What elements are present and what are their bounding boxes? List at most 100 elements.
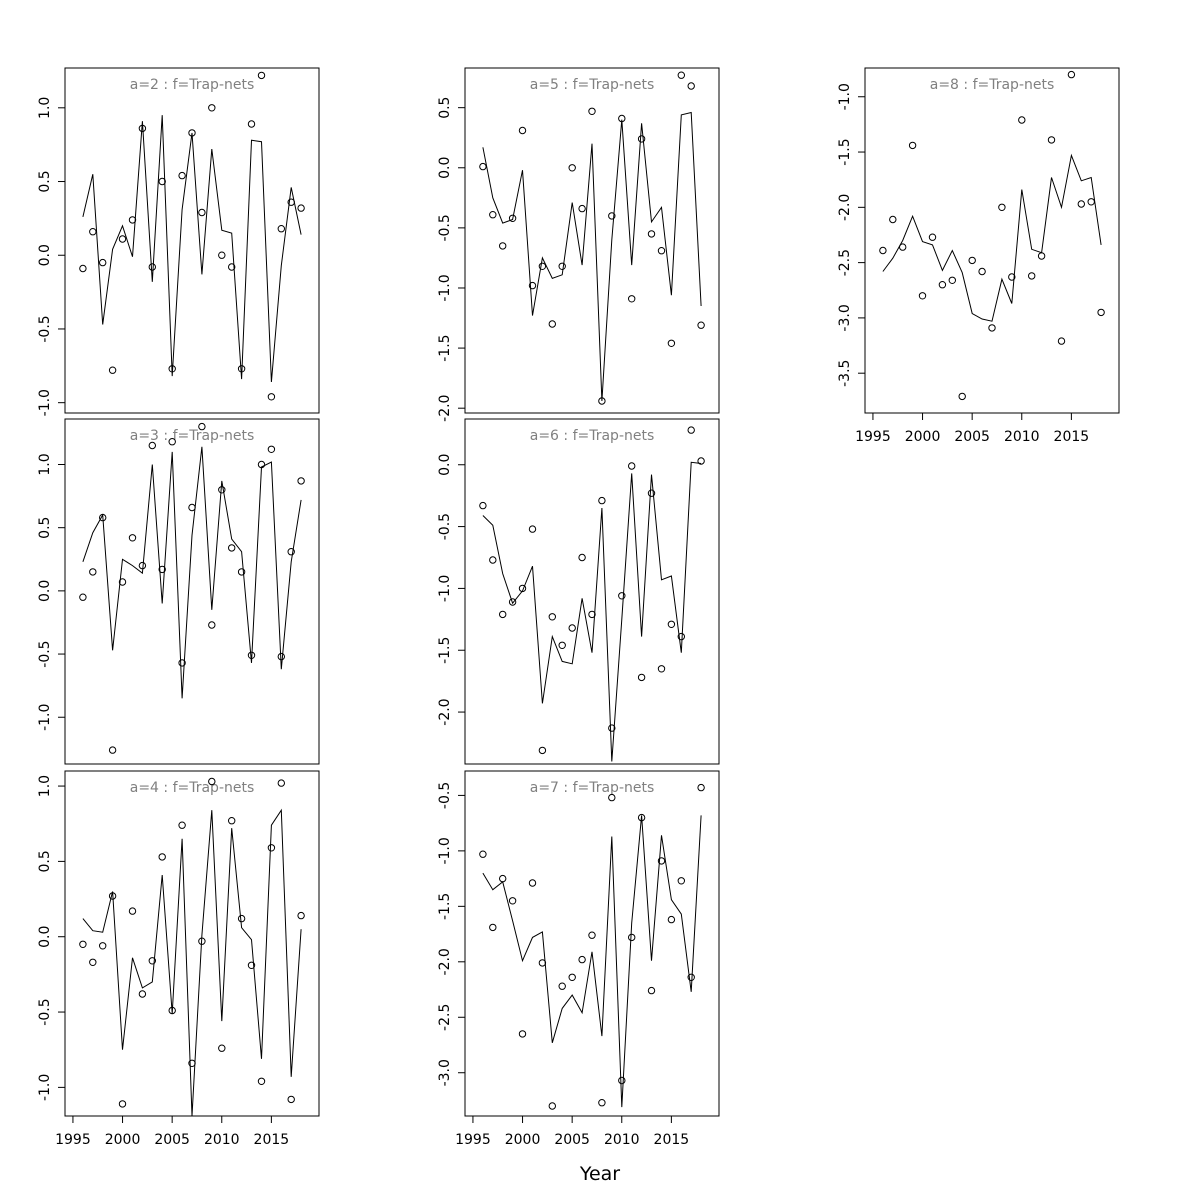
y-tick-label: -1.0 bbox=[437, 575, 453, 602]
observed-point bbox=[928, 233, 937, 241]
series-group bbox=[479, 71, 705, 405]
y-tick-label: -3.0 bbox=[437, 1059, 453, 1086]
observed-point bbox=[148, 441, 157, 450]
series-group bbox=[479, 783, 705, 1110]
observed-point bbox=[99, 942, 107, 950]
observed-point bbox=[158, 853, 166, 861]
observed-point bbox=[667, 620, 676, 628]
fitted-series-line bbox=[82, 808, 302, 1116]
fitted-series-line bbox=[482, 815, 702, 1108]
observed-point bbox=[628, 462, 636, 470]
observed-point bbox=[168, 438, 176, 446]
observed-point bbox=[108, 366, 117, 374]
observed-point bbox=[978, 267, 986, 276]
observed-point bbox=[657, 665, 666, 673]
observed-point bbox=[988, 324, 996, 332]
y-tick-label: -3.5 bbox=[837, 360, 853, 387]
x-tick-label: 2000 bbox=[105, 1132, 141, 1148]
observed-point bbox=[247, 961, 256, 969]
observed-point bbox=[188, 129, 196, 137]
panel-3: a=4 : f=Trap-nets -1.0 -0.5 0.0 0.5 1.0 1995 20… bbox=[37, 770, 320, 1148]
observed-point bbox=[99, 258, 107, 267]
observed-point bbox=[558, 982, 566, 990]
y-tick-label: -1.5 bbox=[437, 637, 453, 664]
observed-point bbox=[247, 651, 256, 659]
observed-point bbox=[1028, 272, 1036, 280]
y-tick-label: -2.0 bbox=[437, 698, 453, 725]
x-tick-label: 2015 bbox=[1054, 429, 1090, 445]
fitted-series-line bbox=[882, 153, 1102, 322]
observed-point bbox=[618, 1076, 626, 1085]
observed-point bbox=[158, 177, 166, 186]
observed-point bbox=[198, 422, 206, 431]
y-tick-label: -1.0 bbox=[37, 389, 53, 416]
observed-point bbox=[578, 955, 586, 964]
x-tick-label: 2000 bbox=[905, 429, 941, 445]
observed-point bbox=[499, 610, 507, 619]
observed-point bbox=[489, 211, 497, 219]
panel-title: a=4 : f=Trap-nets bbox=[130, 780, 255, 796]
series-group bbox=[79, 71, 305, 401]
observed-point bbox=[637, 673, 646, 682]
observed-point bbox=[608, 793, 616, 802]
panel-title: a=5 : f=Trap-nets bbox=[530, 77, 655, 93]
observed-point bbox=[588, 931, 596, 939]
observed-point bbox=[208, 104, 216, 112]
x-tick-label: 1995 bbox=[455, 1132, 491, 1148]
observed-point bbox=[697, 321, 705, 329]
panel-5: a=6 : f=Trap-nets -2.0 -1.5 -1.0 -0.5 0.0 bbox=[437, 418, 720, 765]
observed-point bbox=[79, 940, 87, 948]
y-tick-label: -2.0 bbox=[837, 194, 853, 221]
y-tick-label: -0.5 bbox=[37, 315, 53, 342]
observed-point bbox=[677, 632, 685, 641]
observed-point bbox=[687, 82, 695, 90]
observed-point bbox=[138, 124, 147, 133]
observed-point bbox=[89, 228, 97, 236]
observed-point bbox=[237, 365, 246, 373]
y-tick-label: -2.0 bbox=[437, 948, 453, 975]
observed-point bbox=[228, 817, 236, 825]
observed-point bbox=[198, 937, 206, 945]
observed-point bbox=[188, 1059, 196, 1068]
observed-point bbox=[257, 71, 266, 80]
y-tick-label: -1.5 bbox=[437, 893, 453, 920]
observed-point bbox=[628, 933, 636, 942]
observed-point bbox=[608, 212, 616, 220]
y-tick-label: -3.0 bbox=[837, 304, 853, 331]
observed-point bbox=[489, 923, 497, 932]
plot-frame bbox=[64, 770, 320, 1117]
observed-point bbox=[938, 281, 947, 289]
observed-point bbox=[568, 164, 576, 172]
y-tick-label: 0.0 bbox=[37, 580, 53, 602]
observed-point bbox=[518, 584, 527, 593]
observed-point bbox=[118, 1100, 127, 1108]
observed-point bbox=[499, 242, 507, 250]
x-tick-label: 1995 bbox=[855, 429, 891, 445]
observed-point bbox=[1057, 337, 1066, 345]
plot-frame bbox=[64, 418, 320, 765]
plot-frame bbox=[64, 67, 320, 414]
observed-point bbox=[178, 171, 186, 180]
x-tick-label: 2010 bbox=[204, 1132, 240, 1148]
observed-point bbox=[528, 525, 537, 533]
observed-point bbox=[489, 556, 497, 564]
observed-point bbox=[237, 914, 246, 923]
observed-point bbox=[538, 746, 547, 755]
observed-point bbox=[218, 251, 226, 259]
observed-point bbox=[1087, 198, 1095, 206]
observed-point bbox=[228, 544, 236, 552]
plot-frame bbox=[464, 770, 720, 1117]
observed-point bbox=[277, 652, 285, 661]
x-tick-label: 2005 bbox=[154, 1132, 190, 1148]
observed-point bbox=[1097, 308, 1105, 317]
observed-point bbox=[558, 262, 566, 270]
observed-point bbox=[277, 779, 285, 787]
y-tick-label: -1.0 bbox=[37, 704, 53, 731]
observed-point bbox=[218, 486, 226, 494]
observed-point bbox=[1018, 116, 1026, 124]
observed-point bbox=[267, 844, 276, 852]
panel-2: a=3 : f=Trap-nets -1.0 -0.5 0.0 0.5 1.0 bbox=[37, 418, 320, 765]
fitted-series-line bbox=[82, 115, 302, 383]
x-tick-label: 1995 bbox=[55, 1132, 91, 1148]
